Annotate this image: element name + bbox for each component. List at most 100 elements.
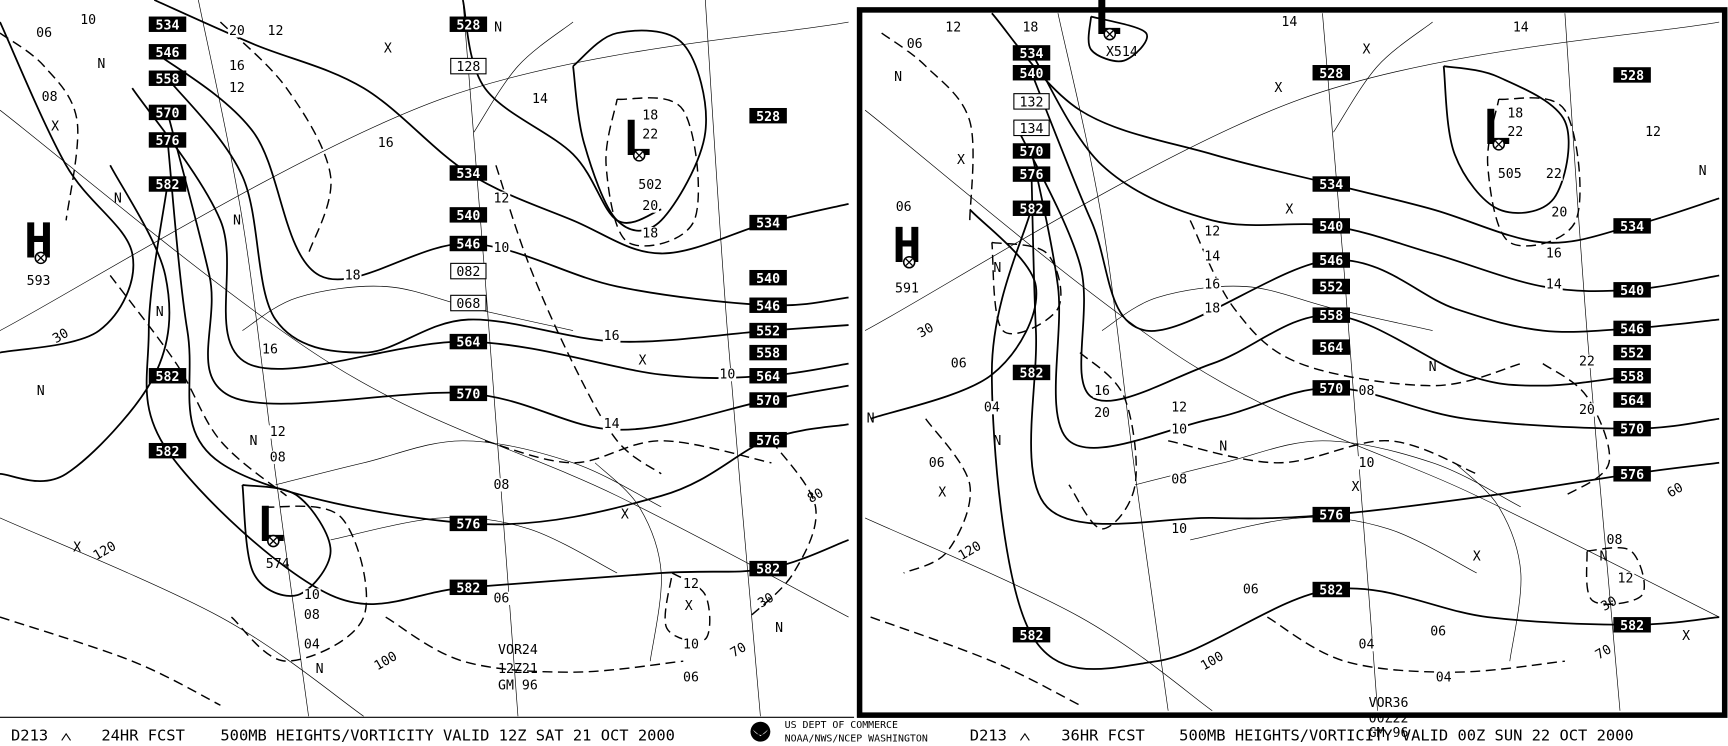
geo-line: [1057, 13, 1169, 711]
vorticity-contour: [881, 32, 974, 221]
vorticity-label-bg: [492, 478, 511, 492]
height-label: 570: [1319, 382, 1343, 397]
vorticity-contour: [903, 418, 972, 574]
height-label-box: [1613, 368, 1651, 384]
height-label-box: [1613, 466, 1651, 482]
vorticity-contour: [385, 616, 684, 673]
height-contour: [166, 77, 849, 354]
vorticity-label: 12: [268, 24, 284, 39]
vorticity-label-bg: [1203, 301, 1222, 316]
height-label: 540: [1020, 67, 1044, 82]
vorticity-label: 12: [945, 21, 961, 36]
vorticity-label-bg: [1357, 384, 1376, 398]
height-label-box: [1613, 617, 1651, 633]
height-label: 582: [1020, 629, 1044, 644]
center-cross: [905, 258, 913, 267]
boxed-label: 132: [1020, 95, 1044, 110]
height-label-box: [449, 515, 488, 532]
vorticity-label: 06: [1243, 583, 1259, 598]
vorticity-label-bg: [1506, 125, 1525, 139]
vorticity-label: 12: [1618, 572, 1634, 587]
height-label-box: [749, 297, 787, 313]
center-value: 574: [266, 557, 290, 572]
vorticity-label: 18: [1204, 302, 1220, 317]
vorticity-label: 06: [907, 37, 923, 52]
vorticity-label: 16: [378, 136, 394, 151]
vorticity-label: 16: [1546, 246, 1562, 261]
panel-border: [856, 7, 1728, 718]
height-label: 564: [1319, 341, 1343, 356]
height-label: 558: [1620, 370, 1644, 385]
height-label-box: [148, 132, 187, 148]
map-marker: X: [938, 486, 946, 501]
vorticity-label-bg: [268, 450, 287, 464]
vorticity-label: 18: [1507, 106, 1523, 121]
vorticity-label-bg: [1578, 403, 1596, 417]
height-label-box: [148, 16, 187, 32]
height-label-box: [449, 385, 488, 402]
height-label-box: [1312, 252, 1350, 268]
height-label: 546: [1319, 254, 1343, 269]
vorticity-contour: [219, 21, 332, 254]
vorticity-label: 08: [270, 450, 286, 465]
vorticity-contour: [1585, 547, 1646, 605]
map-marker: N: [993, 434, 1001, 449]
vorticity-label: 14: [1513, 21, 1529, 36]
boxed-label: 134: [1020, 122, 1044, 137]
height-label: 540: [456, 209, 480, 224]
vorticity-label: 04: [1436, 671, 1452, 686]
height-contour: [1030, 174, 1720, 525]
height-label-box: [749, 344, 787, 361]
vorticity-label: 10: [493, 241, 509, 256]
height-label: 582: [1620, 619, 1644, 634]
map-marker: N: [1599, 549, 1607, 564]
geo-line: [473, 21, 574, 133]
height-label: 546: [156, 46, 180, 61]
vorticity-contour: [748, 440, 817, 618]
vorticity-label: 10: [304, 588, 320, 603]
map-marker: N: [775, 621, 783, 636]
vorticity-label-bg: [1280, 15, 1299, 29]
center-value: 593: [27, 274, 51, 289]
vorticity-label-bg: [268, 425, 287, 439]
height-label: 582: [456, 581, 480, 596]
geo-line: [1135, 440, 1521, 508]
vorticity-label: 04: [304, 638, 320, 653]
vorticity-label-bg: [261, 342, 279, 356]
height-label: 582: [156, 445, 180, 460]
vorticity-label-bg: [303, 638, 321, 652]
map-marker: X: [639, 353, 647, 368]
vorticity-label: 04: [984, 401, 1000, 416]
boxed-label-box: [1013, 119, 1050, 137]
height-label-box: [1613, 282, 1651, 298]
vorticity-label: 06: [896, 200, 912, 215]
vorticity-label-bg: [949, 357, 968, 371]
vorticity-label: 14: [532, 92, 548, 107]
height-label: 582: [756, 563, 780, 578]
run-info: VOR36: [1369, 696, 1409, 711]
height-label-box: [1312, 506, 1350, 523]
height-label-box: [449, 333, 488, 350]
height-label-box: [1613, 67, 1651, 83]
vorticity-label-bg: [1170, 472, 1188, 486]
vorticity-label: 18: [1022, 21, 1038, 36]
height-label: 528: [1620, 69, 1644, 84]
vorticity-label: 10: [719, 368, 735, 383]
height-label: 558: [756, 347, 780, 362]
vorticity-label: 14: [604, 417, 620, 432]
height-contour: [990, 208, 1720, 670]
caret: [1020, 732, 1030, 741]
grid-label: 30: [915, 321, 936, 342]
vorticity-label-bg: [894, 200, 913, 214]
height-label: 540: [1620, 284, 1644, 299]
forecast-hour: 36HR FCST: [1061, 727, 1144, 745]
height-label: 552: [1620, 347, 1644, 362]
map-marker: N: [494, 21, 502, 36]
vorticity-label-bg: [602, 417, 621, 431]
height-label: 564: [756, 370, 780, 385]
height-label-box: [449, 579, 488, 596]
height-label-box: [1312, 307, 1350, 323]
vorticity-contour: [484, 440, 772, 464]
geo-line: [242, 285, 574, 331]
